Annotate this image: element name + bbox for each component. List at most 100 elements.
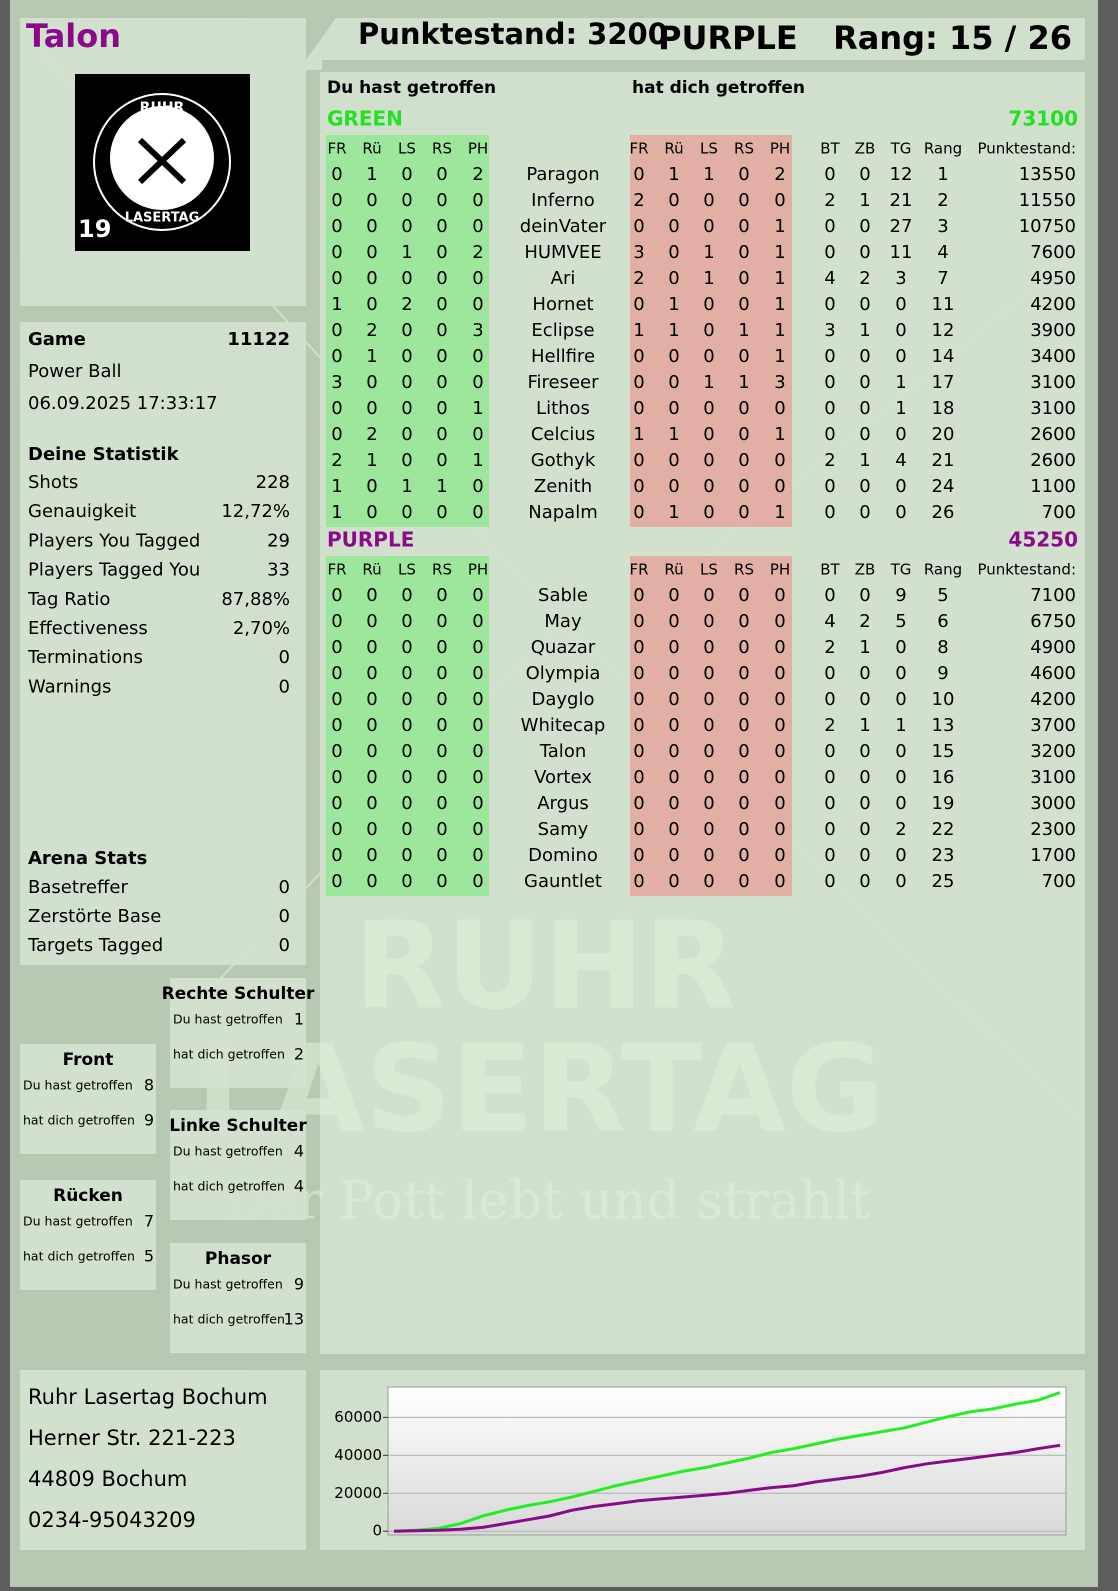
table-cell: 0 bbox=[633, 450, 644, 471]
table-cell: 0 bbox=[366, 819, 377, 840]
table-cell: 0 bbox=[366, 372, 377, 393]
column-header: ZB bbox=[855, 140, 876, 158]
table-cell: 0 bbox=[436, 242, 447, 263]
table-cell: 1 bbox=[703, 268, 714, 289]
table-cell: 8 bbox=[937, 637, 948, 658]
table-cell: 5 bbox=[895, 611, 906, 632]
table-cell: 0 bbox=[774, 689, 785, 710]
table-cell: 0 bbox=[774, 793, 785, 814]
table-cell: 0 bbox=[436, 663, 447, 684]
table-cell: 7600 bbox=[1030, 242, 1076, 263]
column-header: LS bbox=[700, 561, 718, 579]
table-cell: 2300 bbox=[1030, 819, 1076, 840]
game-mode: Power Ball bbox=[28, 361, 122, 382]
table-cell: 0 bbox=[824, 242, 835, 263]
column-header: RS bbox=[734, 561, 754, 579]
column-header: LS bbox=[700, 140, 718, 158]
table-cell: 0 bbox=[668, 767, 679, 788]
table-cell: 0 bbox=[633, 585, 644, 606]
table-cell: 0 bbox=[895, 871, 906, 892]
table-cell: 3 bbox=[937, 216, 948, 237]
player-name: Olympia bbox=[526, 663, 601, 684]
table-cell: 0 bbox=[668, 190, 679, 211]
series-line bbox=[393, 1443, 1061, 1533]
stat-label: Players You Tagged bbox=[28, 530, 200, 551]
table-cell: 0 bbox=[472, 424, 483, 445]
table-cell: 21 bbox=[890, 190, 913, 211]
table-cell: 1 bbox=[703, 242, 714, 263]
zone-value: 5 bbox=[144, 1247, 154, 1266]
table-cell: 3900 bbox=[1030, 320, 1076, 341]
table-cell: 0 bbox=[774, 741, 785, 762]
column-header: Rü bbox=[664, 140, 683, 158]
table-cell: 0 bbox=[472, 663, 483, 684]
table-cell: 2 bbox=[824, 190, 835, 211]
table-cell: 0 bbox=[738, 346, 749, 367]
table-cell: 0 bbox=[401, 398, 412, 419]
table-cell: 0 bbox=[824, 663, 835, 684]
you-hit-label: Du hast getroffen bbox=[327, 78, 496, 98]
table-cell: 0 bbox=[331, 637, 342, 658]
table-cell: 0 bbox=[401, 450, 412, 471]
table-cell: 1100 bbox=[1030, 476, 1076, 497]
table-cell: 0 bbox=[472, 715, 483, 736]
table-cell: 1 bbox=[331, 502, 342, 523]
table-cell: 0 bbox=[668, 611, 679, 632]
table-cell: 0 bbox=[859, 819, 870, 840]
player-name: Eclipse bbox=[531, 320, 594, 341]
you-hit-bg bbox=[326, 135, 489, 527]
game-id: 11122 bbox=[227, 329, 290, 350]
table-cell: 0 bbox=[774, 767, 785, 788]
column-header: RS bbox=[734, 140, 754, 158]
hit-you-bg bbox=[630, 135, 792, 527]
column-header: PH bbox=[468, 140, 488, 158]
table-cell: 0 bbox=[401, 320, 412, 341]
table-cell: 0 bbox=[331, 793, 342, 814]
table-cell: 0 bbox=[703, 741, 714, 762]
table-cell: 0 bbox=[366, 190, 377, 211]
table-cell: 0 bbox=[633, 845, 644, 866]
table-cell: 0 bbox=[331, 190, 342, 211]
table-cell: 1 bbox=[859, 637, 870, 658]
table-cell: 19 bbox=[932, 793, 955, 814]
table-cell: 0 bbox=[703, 819, 714, 840]
zone-value: 8 bbox=[144, 1076, 154, 1095]
table-cell: 0 bbox=[436, 424, 447, 445]
table-cell: 0 bbox=[738, 715, 749, 736]
table-cell: 0 bbox=[738, 476, 749, 497]
table-cell: 5 bbox=[937, 585, 948, 606]
table-cell: 1 bbox=[668, 164, 679, 185]
table-cell: 0 bbox=[738, 871, 749, 892]
table-cell: 0 bbox=[436, 320, 447, 341]
table-cell: 0 bbox=[366, 476, 377, 497]
table-cell: 0 bbox=[401, 793, 412, 814]
table-cell: 0 bbox=[895, 845, 906, 866]
table-cell: 1 bbox=[774, 294, 785, 315]
table-cell: 0 bbox=[633, 372, 644, 393]
table-cell: 0 bbox=[668, 845, 679, 866]
logo-text: LASERTAG bbox=[125, 211, 200, 226]
table-cell: 6 bbox=[937, 611, 948, 632]
table-cell: 11550 bbox=[1019, 190, 1076, 211]
table-cell: 0 bbox=[668, 372, 679, 393]
column-header: Rü bbox=[362, 140, 381, 158]
team-name: GREEN bbox=[327, 107, 403, 131]
column-header: FR bbox=[629, 140, 648, 158]
team-total: 73100 bbox=[1008, 107, 1078, 131]
table-cell: 1 bbox=[703, 164, 714, 185]
table-cell: 0 bbox=[824, 216, 835, 237]
table-cell: 0 bbox=[824, 164, 835, 185]
table-cell: 1 bbox=[859, 715, 870, 736]
table-cell: 0 bbox=[401, 585, 412, 606]
team-name: PURPLE bbox=[327, 528, 414, 552]
table-cell: 0 bbox=[436, 689, 447, 710]
table-cell: 2 bbox=[472, 242, 483, 263]
player-name: deinVater bbox=[520, 216, 607, 237]
table-cell: 0 bbox=[633, 476, 644, 497]
table-cell: 0 bbox=[401, 845, 412, 866]
watermark: RUHR LASERTAG Der Pott lebt und strahlt bbox=[196, 898, 885, 1232]
table-cell: 0 bbox=[738, 793, 749, 814]
table-cell: 0 bbox=[859, 585, 870, 606]
table-cell: 0 bbox=[668, 346, 679, 367]
